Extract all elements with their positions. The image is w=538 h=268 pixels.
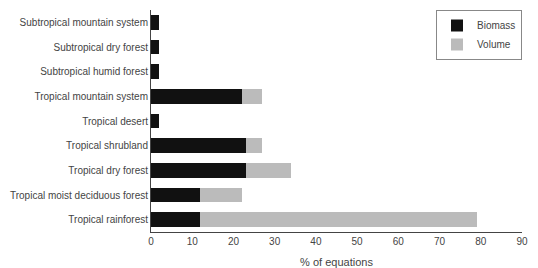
svg-text:% of equations: % of equations — [300, 256, 373, 268]
svg-text:Tropical dry forest: Tropical dry forest — [68, 165, 148, 176]
svg-text:30: 30 — [269, 236, 281, 247]
svg-text:Volume: Volume — [477, 39, 511, 50]
svg-text:Biomass: Biomass — [477, 20, 515, 31]
svg-text:Subtropical humid forest: Subtropical humid forest — [40, 66, 148, 77]
svg-text:80: 80 — [475, 236, 487, 247]
svg-text:Tropical shrubland: Tropical shrubland — [66, 140, 148, 151]
svg-text:Tropical desert: Tropical desert — [82, 116, 148, 127]
svg-text:Tropical rainforest: Tropical rainforest — [68, 214, 148, 225]
svg-text:20: 20 — [228, 236, 240, 247]
svg-text:Tropical moist deciduous fores: Tropical moist deciduous forest — [10, 190, 148, 201]
svg-text:Tropical mountain system: Tropical mountain system — [34, 91, 148, 102]
svg-text:10: 10 — [187, 236, 199, 247]
svg-text:70: 70 — [434, 236, 446, 247]
svg-text:0: 0 — [148, 236, 154, 247]
svg-text:Subtropical mountain system: Subtropical mountain system — [20, 17, 148, 28]
svg-text:Subtropical dry forest: Subtropical dry forest — [54, 42, 149, 53]
svg-text:90: 90 — [516, 236, 528, 247]
svg-text:50: 50 — [352, 236, 364, 247]
svg-text:60: 60 — [393, 236, 405, 247]
svg-text:40: 40 — [310, 236, 322, 247]
